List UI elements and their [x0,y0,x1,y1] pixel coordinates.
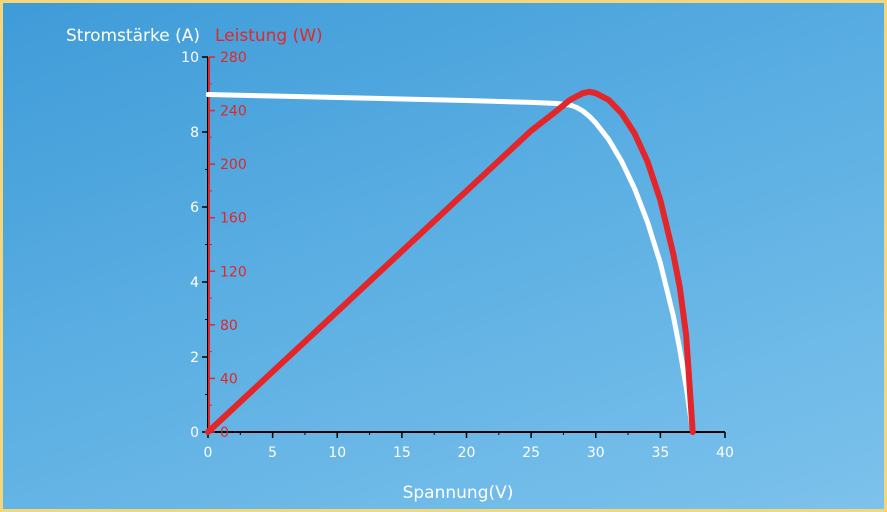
y-right-tick-label: 280 [220,50,247,66]
x-tick-label: 25 [522,445,540,461]
y-left-axis-label: Stromstärke (A) [66,26,200,46]
y-left-tick-label: 0 [190,425,199,441]
y-right-tick-label: 200 [220,157,247,173]
x-tick-label: 5 [268,445,277,461]
y-left-tick-label: 8 [190,125,199,141]
x-tick-label: 0 [204,445,213,461]
x-tick-label: 30 [587,445,605,461]
power-curve-line [205,88,696,435]
y-right-tick-label: 80 [220,318,238,334]
x-tick-label: 15 [393,445,411,461]
x-tick-label: 20 [458,445,476,461]
iv-curve-chart: 0 5 10 15 20 25 30 35 40 0 2 4 6 8 10 0 40 80 120 160 200 240… [66,26,734,503]
x-tick-label: 40 [716,445,734,461]
series-layer [205,88,696,435]
y-right-axis-label: Leistung (W) [215,26,323,46]
y-left-tick-label: 2 [190,350,199,366]
axes: 0 5 10 15 20 25 30 35 40 0 2 4 6 8 10 0 40 80 120 160 200 240… [181,50,734,461]
y-right-tick-label: 40 [220,371,238,387]
y-left-tick-label: 4 [190,275,199,291]
x-axis-label: Spannung(V) [403,483,514,503]
y-right-tick-label: 0 [220,425,229,441]
y-left-tick-label: 6 [190,200,199,216]
x-tick-label: 10 [328,445,346,461]
y-left-tick-label: 10 [181,50,199,66]
x-tick-label: 35 [651,445,669,461]
y-right-tick-label: 160 [220,211,247,227]
y-right-tick-label: 120 [220,264,247,280]
y-right-tick-label: 240 [220,104,247,120]
current-curve-line [205,92,696,435]
